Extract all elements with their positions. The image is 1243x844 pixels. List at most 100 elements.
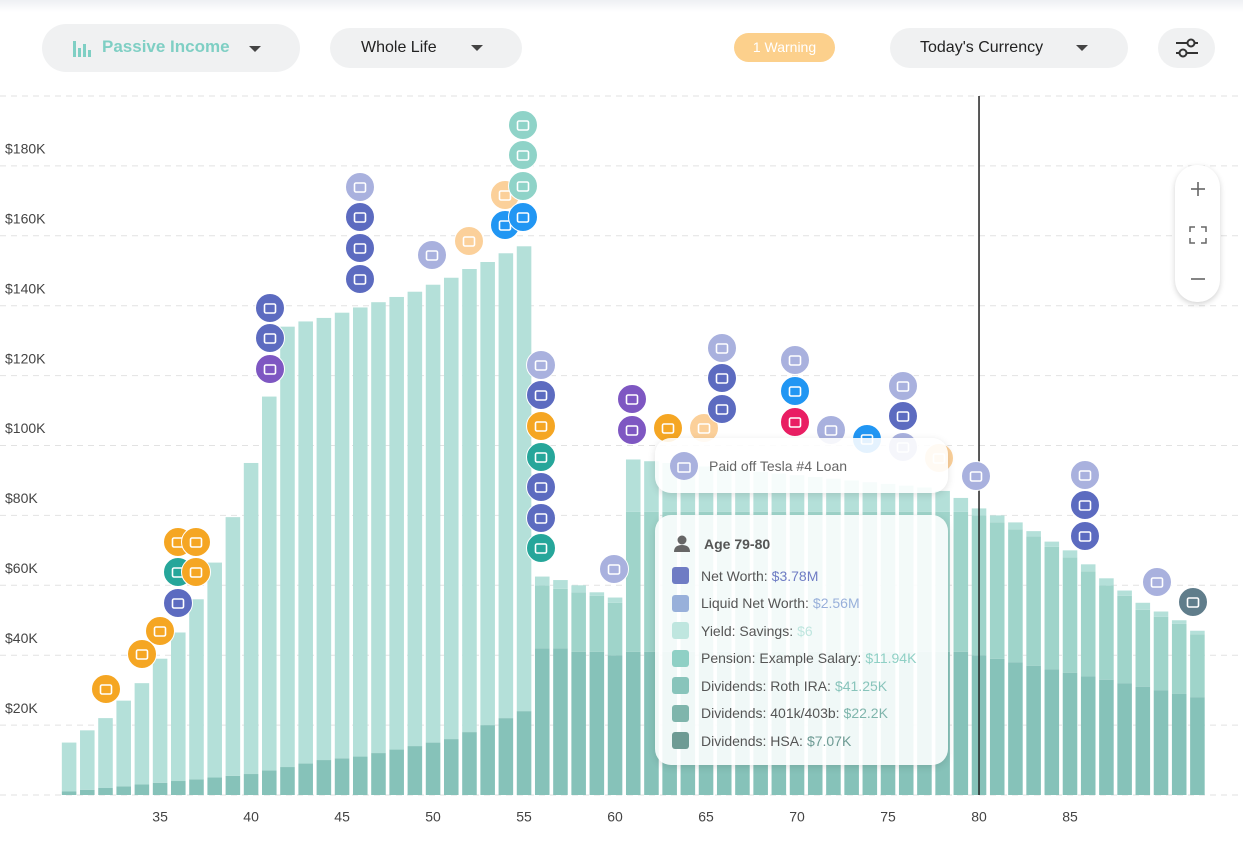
event-circle — [508, 110, 538, 140]
bar-segment — [98, 788, 113, 795]
event-icon[interactable] — [508, 202, 538, 232]
bar-segment — [1080, 564, 1096, 572]
swatch — [672, 732, 689, 750]
bar-segment — [189, 779, 204, 795]
event-icon[interactable] — [599, 554, 629, 584]
event-icon[interactable] — [454, 226, 484, 256]
event-icon[interactable] — [181, 557, 211, 587]
event-icon[interactable] — [526, 411, 556, 441]
event-icon[interactable] — [345, 202, 375, 232]
event-glyph — [534, 543, 548, 554]
bar-segment — [553, 588, 568, 649]
bar-segment — [625, 459, 641, 512]
bar-segment — [61, 791, 77, 795]
bar-segment — [1153, 611, 1169, 617]
bar-segment — [462, 269, 477, 733]
warning-badge[interactable]: 1 Warning — [734, 33, 835, 62]
item-name: Dividends: HSA: — [701, 732, 803, 749]
event-icon[interactable] — [707, 333, 737, 363]
bar-segment — [553, 648, 568, 795]
event-icon[interactable] — [617, 384, 647, 414]
event-icon[interactable] — [780, 345, 810, 375]
bar-segment — [334, 758, 350, 795]
bar-segment — [1026, 536, 1041, 666]
event-icon[interactable] — [417, 240, 447, 270]
event-icon[interactable] — [780, 376, 810, 406]
bar-segment — [1080, 676, 1096, 795]
event-icon[interactable] — [508, 110, 538, 140]
bar-segment — [480, 262, 495, 726]
event-icon[interactable] — [707, 394, 737, 424]
event-icon[interactable] — [526, 472, 556, 502]
event-circle — [255, 323, 285, 353]
bar-segment — [1044, 546, 1060, 670]
event-glyph — [1150, 577, 1164, 588]
event-icon[interactable] — [127, 639, 157, 669]
event-icon[interactable] — [961, 461, 991, 491]
event-icon[interactable] — [508, 140, 538, 170]
event-icon[interactable] — [1070, 521, 1100, 551]
event-icon[interactable] — [255, 323, 285, 353]
event-icon[interactable] — [91, 674, 121, 704]
event-icon[interactable] — [255, 354, 285, 384]
event-icon[interactable] — [1178, 587, 1208, 617]
y-tick-label: $100K — [5, 420, 46, 436]
bar-segment — [1026, 531, 1041, 537]
range-select[interactable]: Whole Life — [330, 28, 522, 68]
event-icon[interactable] — [526, 503, 556, 533]
event-icon[interactable] — [345, 264, 375, 294]
event-icon[interactable] — [255, 293, 285, 323]
event-icon[interactable] — [1070, 490, 1100, 520]
event-glyph — [715, 373, 729, 384]
bar-segment — [571, 592, 586, 652]
event-glyph — [534, 390, 548, 401]
event-icon[interactable] — [707, 363, 737, 393]
event-glyph — [516, 212, 530, 223]
bar-segment — [462, 732, 477, 795]
event-circle — [961, 461, 991, 491]
event-icon[interactable] — [508, 171, 538, 201]
bar-segment — [134, 683, 150, 785]
event-glyph — [171, 598, 185, 609]
event-icon[interactable] — [888, 401, 918, 431]
currency-select[interactable]: Today's Currency — [890, 28, 1128, 68]
event-icon[interactable] — [617, 415, 647, 445]
tooltip-item: Net Worth: $3.78M — [672, 562, 916, 590]
bar-segment — [407, 291, 423, 747]
bar-segment — [1153, 616, 1169, 691]
event-tooltip: Paid off Tesla #4 Loan — [655, 438, 948, 493]
event-icon[interactable] — [526, 442, 556, 472]
event-icon[interactable] — [1070, 460, 1100, 490]
settings-button[interactable] — [1158, 28, 1215, 68]
event-icon[interactable] — [526, 350, 556, 380]
event-circle — [617, 415, 647, 445]
bar-segment — [116, 786, 131, 795]
event-icon[interactable] — [780, 407, 810, 437]
event-icon[interactable] — [145, 616, 175, 646]
x-tick-label: 80 — [971, 809, 987, 825]
event-icon[interactable] — [526, 533, 556, 563]
view-select[interactable]: Passive Income — [42, 24, 300, 72]
event-icon[interactable] — [345, 233, 375, 263]
event-circle — [345, 202, 375, 232]
zoom-in[interactable] — [1191, 182, 1205, 196]
item-name: Dividends: 401k/403b: — [701, 705, 840, 722]
event-circle — [526, 472, 556, 502]
event-icon[interactable] — [1142, 567, 1172, 597]
bar-segment — [498, 253, 514, 719]
event-circle — [255, 354, 285, 384]
bar-segment — [280, 326, 295, 768]
caret — [471, 45, 483, 51]
bar-segment — [262, 770, 277, 795]
event-circle — [181, 557, 211, 587]
event-icon[interactable] — [888, 371, 918, 401]
bar-segment — [1171, 620, 1187, 624]
event-icon[interactable] — [181, 527, 211, 557]
zoom-fit[interactable] — [1189, 226, 1207, 244]
event-icon[interactable] — [163, 588, 193, 618]
event-circle — [780, 345, 810, 375]
event-icon[interactable] — [345, 172, 375, 202]
event-icon[interactable] — [526, 380, 556, 410]
event-circle — [1070, 490, 1100, 520]
